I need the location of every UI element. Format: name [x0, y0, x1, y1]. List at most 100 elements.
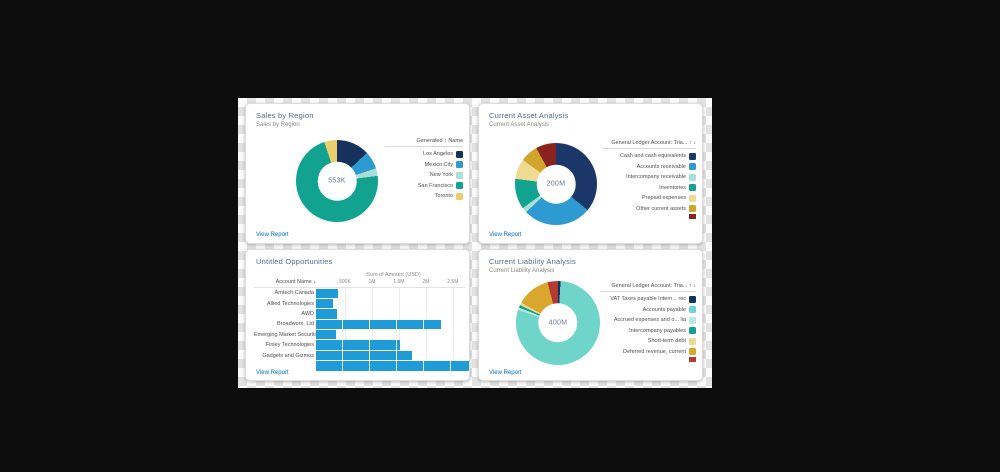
card-sales-by-region: Sales by Region Sales by Region 553K Gen… [245, 103, 470, 244]
legend-header[interactable]: General Ledger Account: Tria... ↑ ↓ [600, 283, 696, 292]
bar[interactable] [316, 340, 401, 350]
x-tick-label: 2.5M [447, 279, 459, 285]
donut-chart-current-liabilities[interactable]: 400M [516, 281, 600, 365]
legend-swatch [689, 184, 696, 192]
gridline [371, 288, 373, 371]
legend-swatch [456, 171, 463, 179]
legend-item: Accounts payable [600, 305, 696, 316]
donut-total-label: 200M [546, 180, 566, 188]
bar[interactable] [316, 330, 337, 340]
legend-item: Mexico City [385, 160, 463, 171]
bar[interactable] [316, 361, 469, 371]
chart-legend: Generated ↑ Name Los Angeles Mexico City N… [385, 138, 463, 202]
card-untitled-opportunities: Untitled Opportunities Sum of Amount (US… [245, 249, 470, 381]
card-current-liability-analysis: Current Liability Analysis Current Liabi… [478, 249, 703, 381]
bar-row: Broadworx, Ltd [254, 319, 469, 330]
card-subtitle: Sales by Region [256, 122, 300, 128]
legend-swatch [689, 295, 696, 303]
legend-item: Prepaid expenses [602, 193, 696, 204]
donut-chart-sales-by-region[interactable]: 553K [296, 140, 378, 222]
bar-rows: Amtech Canada Allied Technologies AWD Broad… [254, 288, 469, 371]
column-header-account-name[interactable]: Account Name ↓ [275, 279, 316, 285]
legend-header[interactable]: General Ledger Account: Tria... ↑ ↓ [602, 140, 696, 149]
bar[interactable] [316, 309, 338, 319]
legend-label: Deferred revenue, current [623, 348, 686, 355]
x-tick-label: 2M [422, 279, 430, 285]
bar-row: Emerging Market Securities [254, 330, 469, 340]
card-subtitle: Current Asset Analysis [489, 122, 550, 128]
legend-items: Los Angeles Mexico City New York San Franci… [385, 149, 463, 202]
gridline [344, 288, 346, 371]
legend-swatch [689, 194, 696, 202]
x-tick-label: 1M [368, 279, 376, 285]
bar-track [316, 319, 469, 330]
bar-track [316, 361, 469, 371]
donut-center: 200M [536, 164, 576, 204]
legend-label: VAT Taxes payable Intern... rec [610, 296, 686, 303]
bar-row: Allied Technologies [254, 298, 469, 309]
view-report-link[interactable]: View Report [256, 370, 289, 376]
legend-label: Cash and cash equivalents [619, 153, 686, 160]
legend-label: Prepaid expenses [641, 195, 686, 202]
legend-label: Intercompany payables [629, 327, 686, 334]
x-tick-label: 500K [339, 279, 351, 285]
donut-chart-current-assets[interactable]: 200M [515, 143, 597, 225]
legend-swatch [689, 152, 696, 160]
bar[interactable] [316, 298, 333, 309]
view-report-link[interactable]: View Report [256, 232, 289, 238]
legend-item [600, 357, 696, 362]
legend-swatch [456, 161, 463, 169]
bar-category-label: Gadgets and Gizmos [262, 352, 314, 359]
bar-track [316, 340, 469, 350]
legend-item: San Francisco [385, 181, 463, 192]
legend-swatch [689, 306, 696, 314]
legend-item: Accounts receivable [602, 162, 696, 173]
gridline [425, 288, 427, 371]
legend-label: Intercompany receivable [626, 174, 686, 181]
x-axis-title: Sum of Amount (USD) [366, 272, 421, 278]
bar[interactable] [316, 288, 339, 298]
gridline [452, 288, 454, 371]
bar[interactable] [316, 350, 413, 361]
legend-swatch [689, 337, 696, 345]
bar-row: Gadgets and Gizmos [254, 350, 469, 361]
legend-item: Intercompany payables [600, 326, 696, 337]
legend-label: Toronto [434, 193, 453, 200]
legend-label: Inventories [659, 184, 686, 191]
legend-label: Short-term debt [647, 338, 686, 345]
bar-plot-area [318, 288, 469, 371]
bar-row: AWD [254, 309, 469, 319]
bar-track [316, 298, 469, 309]
bar[interactable] [316, 319, 441, 330]
legend-item: Short-term debt [600, 336, 696, 347]
bar-row: Amtech Canada [254, 288, 469, 298]
bar-row: Finley Technologies [254, 340, 469, 350]
legend-label: Accounts receivable [636, 163, 686, 170]
legend-label: New York [429, 172, 453, 179]
chart-legend: General Ledger Account: Tria... ↑ ↓ VAT … [600, 283, 696, 362]
legend-swatch [456, 150, 463, 158]
bar-category-label: Allied Technologies [267, 300, 314, 307]
legend-items: VAT Taxes payable Intern... rec Accounts … [600, 294, 696, 362]
legend-label: Accounts payable [642, 306, 686, 313]
legend-header[interactable]: Generated ↑ Name [385, 138, 463, 147]
legend-items: Cash and cash equivalents Accounts receiv… [602, 151, 696, 219]
view-report-link[interactable]: View Report [489, 232, 522, 238]
legend-item: Deferred revenue, current [600, 347, 696, 358]
donut-center: 400M [538, 303, 578, 343]
card-subtitle: Current Liability Analysis [489, 268, 555, 274]
x-tick-label: 1.5M [393, 279, 405, 285]
legend-label: Los Angeles [423, 151, 453, 158]
view-report-link[interactable]: View Report [489, 370, 522, 376]
legend-label: Mexico City [424, 161, 453, 168]
legend-swatch [456, 182, 463, 190]
legend-swatch [689, 316, 696, 324]
legend-swatch [689, 327, 696, 335]
donut-total-label: 400M [548, 319, 568, 327]
dashboard-region: Sales by Region Sales by Region 553K Gen… [238, 98, 712, 388]
chart-legend: General Ledger Account: Tria... ↑ ↓ Cash… [602, 140, 696, 219]
donut-total-label: 553K [328, 177, 346, 185]
card-current-asset-analysis: Current Asset Analysis Current Asset Ana… [478, 103, 703, 244]
legend-label: San Francisco [417, 182, 453, 189]
